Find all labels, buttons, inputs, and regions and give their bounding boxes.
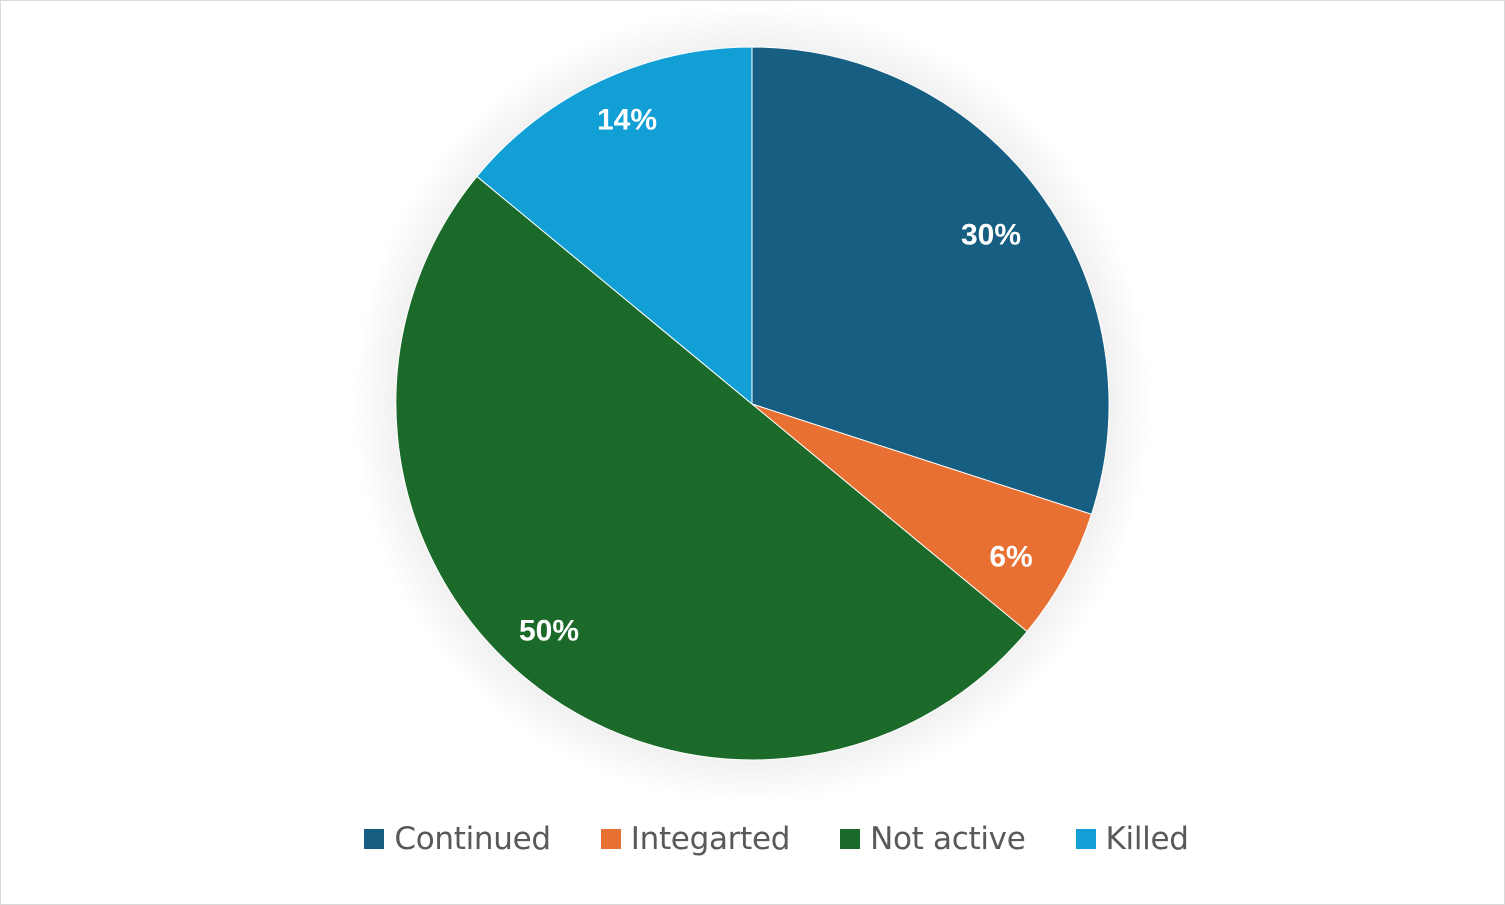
pie-data-labels: 30% 6% 50% 14% <box>519 104 1033 648</box>
legend-item-integarted: Integarted <box>600 821 791 857</box>
legend-swatch-continued <box>364 829 385 849</box>
legend-item-continued: Continued <box>364 821 551 857</box>
data-label-continued: 30% <box>961 219 1021 252</box>
legend-label-not-active: Not active <box>870 821 1026 857</box>
data-label-killed: 14% <box>597 104 657 137</box>
legend-swatch-not-active <box>840 829 861 849</box>
legend-swatch-killed <box>1075 829 1096 849</box>
data-label-not-active: 50% <box>519 615 579 648</box>
legend-label-killed: Killed <box>1105 821 1189 857</box>
pie-slice-continued <box>751 46 1110 515</box>
pie-slice-integarted <box>751 403 1093 633</box>
data-label-integarted: 6% <box>989 541 1032 574</box>
legend-label-continued: Continued <box>394 821 551 857</box>
pie-slice-killed <box>476 46 753 406</box>
legend: Continued Integarted Not active Killed <box>0 815 1505 863</box>
pie-slice-not-active <box>395 175 1028 761</box>
legend-item-not-active: Not active <box>840 821 1026 857</box>
pie-slices <box>395 46 1110 761</box>
legend-item-killed: Killed <box>1075 821 1189 857</box>
legend-label-integarted: Integarted <box>630 821 791 857</box>
legend-swatch-integarted <box>600 829 621 849</box>
